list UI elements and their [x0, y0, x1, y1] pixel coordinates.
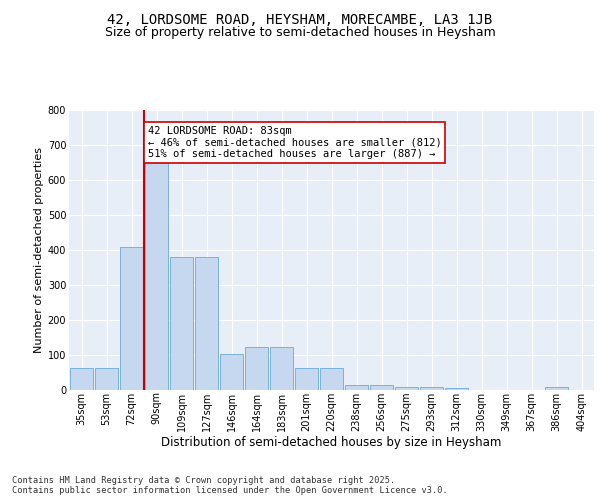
Text: 42, LORDSOME ROAD, HEYSHAM, MORECAMBE, LA3 1JB: 42, LORDSOME ROAD, HEYSHAM, MORECAMBE, L…: [107, 12, 493, 26]
Bar: [70, 368, 94, 390]
X-axis label: Distribution of semi-detached houses by size in Heysham: Distribution of semi-detached houses by …: [161, 436, 502, 450]
Bar: [370, 385, 394, 390]
Bar: [220, 354, 244, 390]
Bar: [269, 346, 293, 390]
Bar: [445, 388, 469, 390]
Text: Size of property relative to semi-detached houses in Heysham: Size of property relative to semi-detach…: [104, 26, 496, 39]
Bar: [95, 368, 118, 390]
Bar: [344, 385, 368, 390]
Bar: [295, 368, 319, 390]
Text: Contains HM Land Registry data © Crown copyright and database right 2025.
Contai: Contains HM Land Registry data © Crown c…: [12, 476, 448, 495]
Bar: [194, 257, 218, 390]
Bar: [545, 387, 568, 390]
Bar: [419, 386, 443, 390]
Y-axis label: Number of semi-detached properties: Number of semi-detached properties: [34, 147, 44, 353]
Bar: [320, 368, 343, 390]
Bar: [170, 257, 193, 390]
Bar: [119, 247, 143, 390]
Bar: [145, 156, 169, 390]
Text: 42 LORDSOME ROAD: 83sqm
← 46% of semi-detached houses are smaller (812)
51% of s: 42 LORDSOME ROAD: 83sqm ← 46% of semi-de…: [148, 126, 442, 159]
Bar: [245, 346, 268, 390]
Bar: [395, 386, 418, 390]
